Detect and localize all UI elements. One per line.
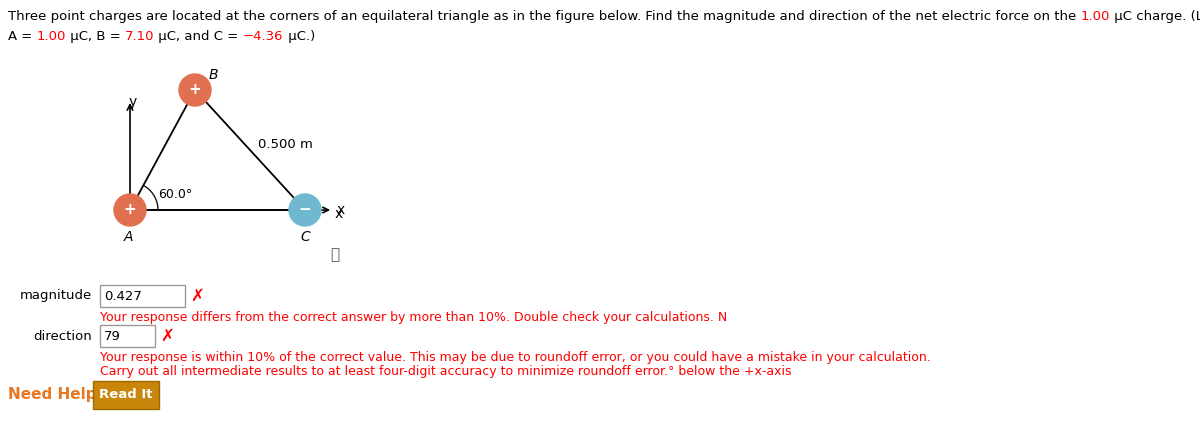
- FancyBboxPatch shape: [100, 325, 155, 347]
- Text: ✗: ✗: [160, 327, 174, 345]
- Text: 0.427: 0.427: [104, 289, 142, 303]
- Circle shape: [114, 194, 146, 226]
- Text: =: =: [17, 30, 37, 43]
- Text: 0.500 m: 0.500 m: [258, 138, 313, 151]
- Text: y: y: [128, 95, 137, 109]
- Text: C: C: [300, 230, 310, 244]
- Text: 79: 79: [104, 330, 121, 343]
- Text: A: A: [8, 30, 17, 43]
- Text: Three point charges are located at the corners of an equilateral triangle as in : Three point charges are located at the c…: [8, 10, 1080, 23]
- Text: 60.0°: 60.0°: [158, 187, 192, 200]
- Text: −4.36: −4.36: [242, 30, 283, 43]
- Text: 1.00: 1.00: [1080, 10, 1110, 23]
- Text: ⓘ: ⓘ: [330, 247, 340, 262]
- Text: +: +: [124, 203, 137, 217]
- Text: +: +: [188, 82, 202, 97]
- Text: ✗: ✗: [190, 287, 204, 305]
- FancyBboxPatch shape: [94, 381, 158, 409]
- Text: Need Help?: Need Help?: [8, 387, 106, 403]
- Text: Read It: Read It: [100, 389, 152, 401]
- Text: μC, and C =: μC, and C =: [155, 30, 242, 43]
- FancyBboxPatch shape: [100, 285, 185, 307]
- Text: Your response differs from the correct answer by more than 10%. Double check you: Your response differs from the correct a…: [100, 311, 727, 324]
- Text: direction: direction: [34, 330, 92, 343]
- Text: 7.10: 7.10: [125, 30, 155, 43]
- Text: μC charge. (Let: μC charge. (Let: [1110, 10, 1200, 23]
- Text: x: x: [335, 207, 343, 221]
- Text: Your response is within 10% of the correct value. This may be due to roundoff er: Your response is within 10% of the corre…: [100, 351, 931, 364]
- Text: Carry out all intermediate results to at least four-digit accuracy to minimize r: Carry out all intermediate results to at…: [100, 365, 792, 378]
- Circle shape: [179, 74, 211, 106]
- Circle shape: [289, 194, 322, 226]
- Text: A: A: [124, 230, 133, 244]
- Text: 1.00: 1.00: [37, 30, 66, 43]
- Text: B: B: [209, 68, 217, 82]
- Text: −: −: [299, 203, 311, 217]
- Text: magnitude: magnitude: [19, 289, 92, 303]
- Text: x: x: [337, 203, 346, 217]
- Text: μC.): μC.): [283, 30, 314, 43]
- Text: μC, B =: μC, B =: [66, 30, 125, 43]
